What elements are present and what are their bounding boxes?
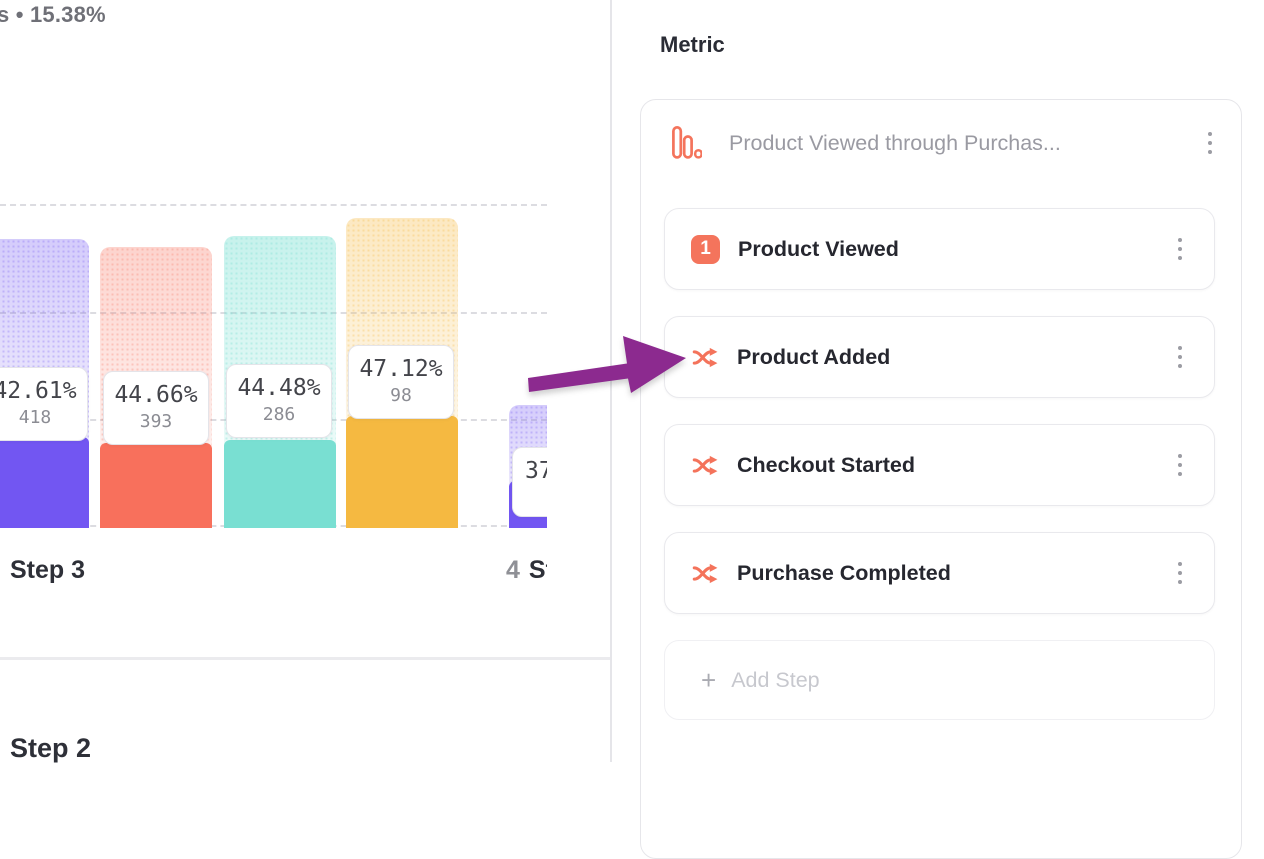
conversion-percent: 42.61% xyxy=(0,378,77,404)
conversion-percent: 44.66% xyxy=(114,382,198,408)
kebab-menu-icon[interactable] xyxy=(1202,128,1219,159)
bar-converted-segment xyxy=(0,437,89,528)
bar-value-chip: 44.48% 286 xyxy=(226,364,332,438)
conversion-count: 286 xyxy=(262,404,296,425)
conversion-count: 98 xyxy=(390,385,412,406)
funnel-bar-step[interactable] xyxy=(346,0,458,528)
step-name: Step 4 xyxy=(528,556,547,584)
next-section-title: Step 2 xyxy=(10,733,92,763)
step-number: 4 xyxy=(506,556,520,584)
bar-value-chip: 37 xyxy=(512,447,547,517)
step-row-product-viewed[interactable]: 1 Product Viewed xyxy=(664,208,1215,290)
add-step-label: Add Step xyxy=(731,667,820,692)
section-divider xyxy=(0,657,612,660)
panel-title: Metric xyxy=(660,32,725,57)
step-label: Purchase Completed xyxy=(737,560,951,585)
panel-divider xyxy=(610,0,612,762)
step-label: Checkout Started xyxy=(737,452,916,477)
conversion-percent: 37 xyxy=(525,458,547,484)
bar-value-chip: 44.66% 393 xyxy=(103,371,209,445)
funnel-plot: 42.61% 418 44.66% 393 44.48% 286 47.12% … xyxy=(0,0,547,606)
funnel-bar-step[interactable] xyxy=(100,0,212,528)
shuffle-icon xyxy=(691,559,719,587)
bar-converted-segment xyxy=(224,440,336,528)
kebab-menu-icon[interactable] xyxy=(1172,234,1189,265)
gridline xyxy=(0,204,547,206)
add-step-button[interactable]: + Add Step xyxy=(664,640,1215,720)
funnel-bar-step[interactable] xyxy=(0,0,89,528)
conversion-percent: 47.12% xyxy=(359,356,443,382)
step-row-product-added[interactable]: Product Added xyxy=(664,316,1215,398)
step-row-checkout-started[interactable]: Checkout Started xyxy=(664,424,1215,506)
funnel-bar-step[interactable] xyxy=(224,0,336,528)
step-row-purchase-completed[interactable]: Purchase Completed xyxy=(664,532,1215,614)
bar-value-chip: 47.12% 98 xyxy=(348,345,454,419)
chart-summary-partial: s • 15.38% xyxy=(0,2,106,27)
step-number-badge: 1 xyxy=(691,234,720,264)
funnel-metric-icon xyxy=(672,126,702,159)
step-label: Product Added xyxy=(737,344,891,369)
bar-converted-segment xyxy=(346,416,458,528)
bar-converted-segment xyxy=(100,443,212,528)
kebab-menu-icon[interactable] xyxy=(1172,342,1189,373)
shuffle-icon xyxy=(691,343,719,371)
x-axis-label-step3: Step 3 xyxy=(10,556,86,584)
x-axis-label-step4: 4 Step 4 xyxy=(506,556,547,585)
conversion-count: 393 xyxy=(139,411,173,432)
metric-card-header[interactable]: Product Viewed through Purchas... xyxy=(672,122,1220,164)
kebab-menu-icon[interactable] xyxy=(1172,450,1189,481)
metric-title: Product Viewed through Purchas... xyxy=(729,130,1061,155)
gridline xyxy=(0,312,547,314)
kebab-menu-icon[interactable] xyxy=(1172,558,1189,589)
plus-icon: + xyxy=(701,665,717,695)
conversion-percent: 44.48% xyxy=(237,375,321,401)
conversion-count: 418 xyxy=(18,407,52,428)
shuffle-icon xyxy=(691,451,719,479)
step-label: Product Viewed xyxy=(738,236,899,261)
bar-value-chip: 42.61% 418 xyxy=(0,367,88,441)
